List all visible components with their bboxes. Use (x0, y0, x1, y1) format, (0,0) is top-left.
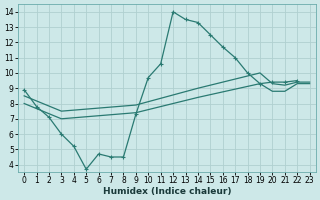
X-axis label: Humidex (Indice chaleur): Humidex (Indice chaleur) (103, 187, 231, 196)
